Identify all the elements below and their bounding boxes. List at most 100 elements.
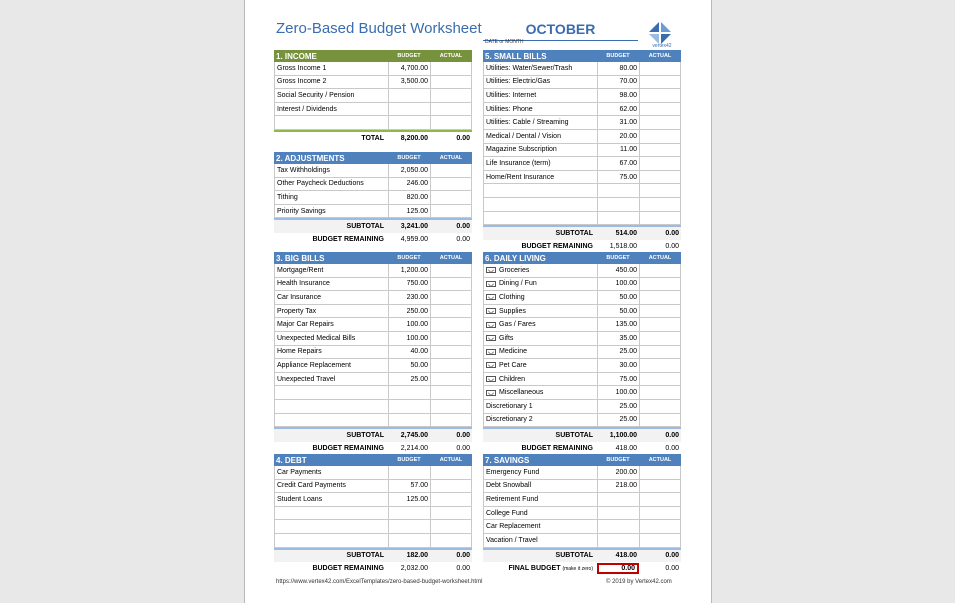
actual-cell[interactable] (639, 116, 681, 129)
category-name[interactable]: Medical / Dental / Vision (483, 129, 597, 143)
category-name[interactable]: Gifts (483, 331, 597, 345)
actual-cell[interactable] (639, 211, 681, 225)
category-name[interactable]: Car Payments (274, 466, 388, 479)
actual-cell[interactable] (430, 304, 472, 318)
category-name[interactable]: Student Loans (274, 493, 388, 506)
category-name[interactable]: Retirement Fund (483, 493, 597, 506)
budget-cell[interactable]: 820.00 (388, 191, 430, 204)
actual-cell[interactable] (430, 75, 472, 89)
category-name[interactable]: Vacation / Travel (483, 533, 597, 547)
actual-cell[interactable] (639, 331, 681, 345)
actual-cell[interactable] (639, 413, 681, 427)
budget-cell[interactable]: 230.00 (388, 291, 430, 304)
category-name[interactable]: Children (483, 372, 597, 386)
actual-cell[interactable] (639, 170, 681, 184)
category-name[interactable] (483, 184, 597, 197)
category-name[interactable]: Discretionary 1 (483, 399, 597, 413)
budget-cell[interactable]: 100.00 (388, 331, 430, 345)
category-name[interactable]: Gross Income 1 (274, 62, 388, 75)
category-name[interactable]: Dining / Fun (483, 277, 597, 291)
category-name[interactable]: Clothing (483, 291, 597, 304)
actual-cell[interactable] (639, 197, 681, 211)
actual-cell[interactable] (430, 413, 472, 427)
category-name[interactable]: College Fund (483, 506, 597, 520)
actual-cell[interactable] (430, 102, 472, 116)
actual-cell[interactable] (430, 164, 472, 177)
actual-cell[interactable] (639, 264, 681, 277)
budget-cell[interactable] (388, 466, 430, 479)
actual-cell[interactable] (639, 386, 681, 399)
actual-cell[interactable] (639, 399, 681, 413)
category-name[interactable]: Pet Care (483, 359, 597, 372)
category-name[interactable]: Supplies (483, 304, 597, 318)
actual-cell[interactable] (430, 277, 472, 291)
budget-cell[interactable] (388, 533, 430, 547)
category-name[interactable]: Tax Withholdings (274, 164, 388, 177)
actual-cell[interactable] (430, 116, 472, 129)
budget-cell[interactable]: 31.00 (597, 116, 639, 129)
actual-cell[interactable] (639, 318, 681, 331)
actual-cell[interactable] (639, 506, 681, 520)
budget-cell[interactable]: 25.00 (597, 413, 639, 427)
actual-cell[interactable] (430, 264, 472, 277)
actual-cell[interactable] (639, 304, 681, 318)
budget-cell[interactable] (597, 533, 639, 547)
actual-cell[interactable] (430, 331, 472, 345)
category-name[interactable]: Priority Savings (274, 204, 388, 218)
month-field[interactable]: OCTOBER (483, 21, 638, 41)
budget-cell[interactable]: 20.00 (597, 129, 639, 143)
category-name[interactable]: Social Security / Pension (274, 89, 388, 102)
category-name[interactable]: Home/Rent Insurance (483, 170, 597, 184)
budget-cell[interactable] (388, 102, 430, 116)
actual-cell[interactable] (430, 506, 472, 520)
budget-cell[interactable]: 750.00 (388, 277, 430, 291)
budget-cell[interactable]: 100.00 (388, 318, 430, 331)
budget-cell[interactable] (597, 184, 639, 197)
budget-cell[interactable] (597, 197, 639, 211)
category-name[interactable]: Utilities: Electric/Gas (483, 75, 597, 89)
budget-cell[interactable]: 450.00 (597, 264, 639, 277)
actual-cell[interactable] (430, 204, 472, 218)
actual-cell[interactable] (430, 318, 472, 331)
budget-cell[interactable]: 4,700.00 (388, 62, 430, 75)
actual-cell[interactable] (639, 129, 681, 143)
budget-cell[interactable]: 70.00 (597, 75, 639, 89)
budget-cell[interactable]: 57.00 (388, 479, 430, 493)
category-name[interactable]: Discretionary 2 (483, 413, 597, 427)
budget-cell[interactable]: 125.00 (388, 204, 430, 218)
budget-cell[interactable] (388, 413, 430, 427)
budget-cell[interactable]: 250.00 (388, 304, 430, 318)
category-name[interactable] (483, 197, 597, 211)
category-name[interactable]: Car Insurance (274, 291, 388, 304)
category-name[interactable]: Medicine (483, 345, 597, 359)
budget-cell[interactable] (388, 386, 430, 399)
category-name[interactable] (274, 399, 388, 413)
footer-url[interactable]: https://www.vertex42.com/ExcelTemplates/… (276, 579, 483, 585)
actual-cell[interactable] (639, 345, 681, 359)
budget-cell[interactable]: 75.00 (597, 372, 639, 386)
actual-cell[interactable] (430, 291, 472, 304)
actual-cell[interactable] (639, 291, 681, 304)
budget-cell[interactable]: 50.00 (388, 359, 430, 372)
budget-cell[interactable]: 98.00 (597, 89, 639, 102)
actual-cell[interactable] (430, 372, 472, 386)
budget-cell[interactable]: 50.00 (597, 291, 639, 304)
budget-cell[interactable]: 135.00 (597, 318, 639, 331)
category-name[interactable]: Interest / Dividends (274, 102, 388, 116)
actual-cell[interactable] (639, 277, 681, 291)
actual-cell[interactable] (639, 157, 681, 170)
actual-cell[interactable] (430, 399, 472, 413)
budget-cell[interactable]: 25.00 (388, 372, 430, 386)
budget-cell[interactable]: 80.00 (597, 62, 639, 75)
actual-cell[interactable] (430, 177, 472, 191)
actual-cell[interactable] (639, 372, 681, 386)
actual-cell[interactable] (430, 520, 472, 533)
budget-cell[interactable]: 50.00 (597, 304, 639, 318)
budget-cell[interactable] (597, 493, 639, 506)
budget-cell[interactable]: 62.00 (597, 102, 639, 116)
category-name[interactable] (483, 211, 597, 225)
actual-cell[interactable] (639, 493, 681, 506)
budget-cell[interactable]: 100.00 (597, 277, 639, 291)
category-name[interactable]: Gross Income 2 (274, 75, 388, 89)
budget-cell[interactable]: 30.00 (597, 359, 639, 372)
